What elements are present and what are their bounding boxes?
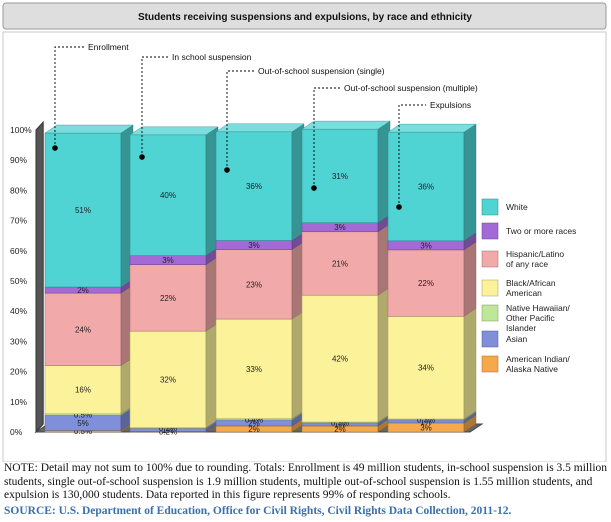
bar-side-white-expulsions <box>463 123 477 242</box>
data-label-white-enrollment: 51% <box>75 206 91 215</box>
category-label-out-of-school-suspension-single: Out-of-school suspension (single) <box>258 66 385 76</box>
bar-white-enrollment <box>44 132 122 288</box>
data-label-asian-in-school-suspension: 1% <box>162 426 174 435</box>
data-label-asian-enrollment: 5% <box>77 419 89 428</box>
y-tick-label: 0% <box>10 427 23 437</box>
data-label-american-indian-alaska-native-out-of-school-suspension-single: 2% <box>248 425 260 434</box>
legend-label-asian: Asian <box>506 334 528 344</box>
data-label-hispanic-latino-of-any-race-out-of-school-suspension-multiple: 21% <box>332 259 348 268</box>
bar-top-expulsions <box>387 123 477 133</box>
data-label-two-or-more-races-out-of-school-suspension-single: 3% <box>248 241 260 250</box>
left-wall <box>35 120 44 434</box>
chart-note: NOTE: Detail may not sum to 100% due to … <box>4 462 608 501</box>
data-label-white-out-of-school-suspension-single: 36% <box>246 182 262 191</box>
bar-top-out-of-school-suspension-multiple <box>301 120 391 130</box>
y-tick-label: 80% <box>10 185 27 195</box>
bar-black-african-american-out-of-school-suspension-single <box>215 318 293 419</box>
category-label-out-of-school-suspension-multiple: Out-of-school suspension (multiple) <box>344 83 478 93</box>
data-label-native-hawaiian-other-pacific-islander-enrollment: 0.5% <box>74 411 92 420</box>
data-label-hispanic-latino-of-any-race-in-school-suspension: 22% <box>160 294 176 303</box>
bar-white-expulsions <box>387 131 465 242</box>
data-label-black-african-american-expulsions: 34% <box>418 364 434 373</box>
bar-top-enrollment <box>44 124 134 134</box>
data-label-american-indian-alaska-native-out-of-school-suspension-multiple: 2% <box>334 425 346 434</box>
callout-line-in-school-suspension <box>141 56 168 157</box>
data-label-native-hawaiian-other-pacific-islander-out-of-school-suspension-multiple: 0.3% <box>331 418 349 427</box>
bar-white-out-of-school-suspension-multiple <box>301 128 379 223</box>
legend-label-native-hawaiian-other-pacific-islander: Native Hawaiian/Other Pacific Islander <box>506 303 570 333</box>
callout-line-out-of-school-suspension-multiple <box>313 87 340 188</box>
data-label-two-or-more-races-in-school-suspension: 3% <box>162 256 174 265</box>
legend-swatch-hispanic-latino-of-any-race <box>481 250 499 268</box>
data-label-black-african-american-enrollment: 16% <box>75 386 91 395</box>
legend-swatch-asian <box>481 330 499 348</box>
chart-title: Students receiving suspensions and expul… <box>138 12 472 23</box>
bar-side-hispanic-latino-of-any-race-expulsions <box>463 241 477 317</box>
data-label-black-african-american-out-of-school-suspension-multiple: 42% <box>332 355 348 364</box>
category-label-enrollment: Enrollment <box>88 42 129 52</box>
data-label-american-indian-alaska-native-expulsions: 3% <box>420 423 432 432</box>
data-label-american-indian-alaska-native-enrollment: 0.5% <box>74 427 92 436</box>
bar-side-black-african-american-expulsions <box>463 307 477 420</box>
y-tick-label: 40% <box>10 306 27 316</box>
legend-swatch-two-or-more-races <box>481 222 499 240</box>
legend-swatch-american-indian-alaska-native <box>481 355 499 373</box>
data-label-native-hawaiian-other-pacific-islander-out-of-school-suspension-single: 0.4% <box>245 415 263 424</box>
y-tick-label: 50% <box>10 276 27 286</box>
bar-black-african-american-expulsions <box>387 316 465 420</box>
category-label-expulsions: Expulsions <box>430 100 471 110</box>
title-banner <box>2 2 607 30</box>
legend-swatch-white <box>481 198 499 216</box>
y-tick-label: 20% <box>10 367 27 377</box>
bar-hispanic-latino-of-any-race-enrollment <box>44 292 122 366</box>
callout-line-expulsions <box>398 104 426 207</box>
data-label-black-african-american-out-of-school-suspension-single: 33% <box>246 365 262 374</box>
data-label-native-hawaiian-other-pacific-islander-in-school-suspension: 0.2% <box>159 424 177 433</box>
chart-area: Students receiving suspensions and expul… <box>2 2 607 462</box>
data-label-two-or-more-races-enrollment: 2% <box>77 286 89 295</box>
y-tick-label: 70% <box>10 216 27 226</box>
y-tick-label: 90% <box>10 155 27 165</box>
callout-line-out-of-school-suspension-single <box>226 70 254 170</box>
bar-hispanic-latino-of-any-race-out-of-school-suspension-single <box>215 249 293 320</box>
category-label-in-school-suspension: In school suspension <box>172 52 252 62</box>
data-label-hispanic-latino-of-any-race-expulsions: 22% <box>418 279 434 288</box>
data-label-asian-expulsions: 1% <box>420 417 432 426</box>
chart-source: SOURCE: U.S. Department of Education, Of… <box>4 505 512 517</box>
data-label-asian-out-of-school-suspension-multiple: 1% <box>334 420 346 429</box>
data-label-hispanic-latino-of-any-race-out-of-school-suspension-single: 23% <box>246 280 262 289</box>
y-tick-label: 60% <box>10 246 27 256</box>
legend-label-white: White <box>506 202 528 212</box>
y-tick-label: 100% <box>10 125 32 135</box>
data-label-white-in-school-suspension: 40% <box>160 191 176 200</box>
data-label-white-out-of-school-suspension-multiple: 31% <box>332 172 348 181</box>
y-tick-label: 10% <box>10 397 27 407</box>
legend-label-american-indian-alaska-native: American Indian/Alaska Native <box>506 354 570 374</box>
bar-black-african-american-in-school-suspension <box>129 330 207 429</box>
data-label-two-or-more-races-out-of-school-suspension-multiple: 3% <box>334 223 346 232</box>
data-label-hispanic-latino-of-any-race-enrollment: 24% <box>75 325 91 334</box>
y-tick-label: 30% <box>10 336 27 346</box>
callout-line-enrollment <box>54 46 84 148</box>
data-label-two-or-more-races-expulsions: 3% <box>420 241 432 250</box>
bar-black-african-american-enrollment <box>44 365 122 415</box>
bar-white-out-of-school-suspension-single <box>215 131 293 241</box>
data-label-white-expulsions: 36% <box>418 182 434 191</box>
data-label-native-hawaiian-other-pacific-islander-expulsions: 0.3% <box>417 415 435 424</box>
data-label-american-indian-alaska-native-in-school-suspension: 0.2% <box>159 428 177 437</box>
legend-swatch-native-hawaiian-other-pacific-islander <box>481 304 499 322</box>
legend-swatch-black-african-american <box>481 279 499 297</box>
bar-top-out-of-school-suspension-single <box>215 123 305 133</box>
legend-label-black-african-american: Black/African American <box>506 278 556 298</box>
legend-label-hispanic-latino-of-any-race: Hispanic/Latino of any race <box>506 249 564 269</box>
data-label-asian-out-of-school-suspension-single: 2% <box>248 419 260 428</box>
bar-black-african-american-out-of-school-suspension-multiple <box>301 294 379 423</box>
data-label-black-african-american-in-school-suspension: 32% <box>160 375 176 384</box>
bar-top-in-school-suspension <box>129 126 219 136</box>
legend-label-two-or-more-races: Two or more races <box>506 226 576 236</box>
stacked-bar-chart: Students receiving suspensions and expul… <box>2 2 607 462</box>
